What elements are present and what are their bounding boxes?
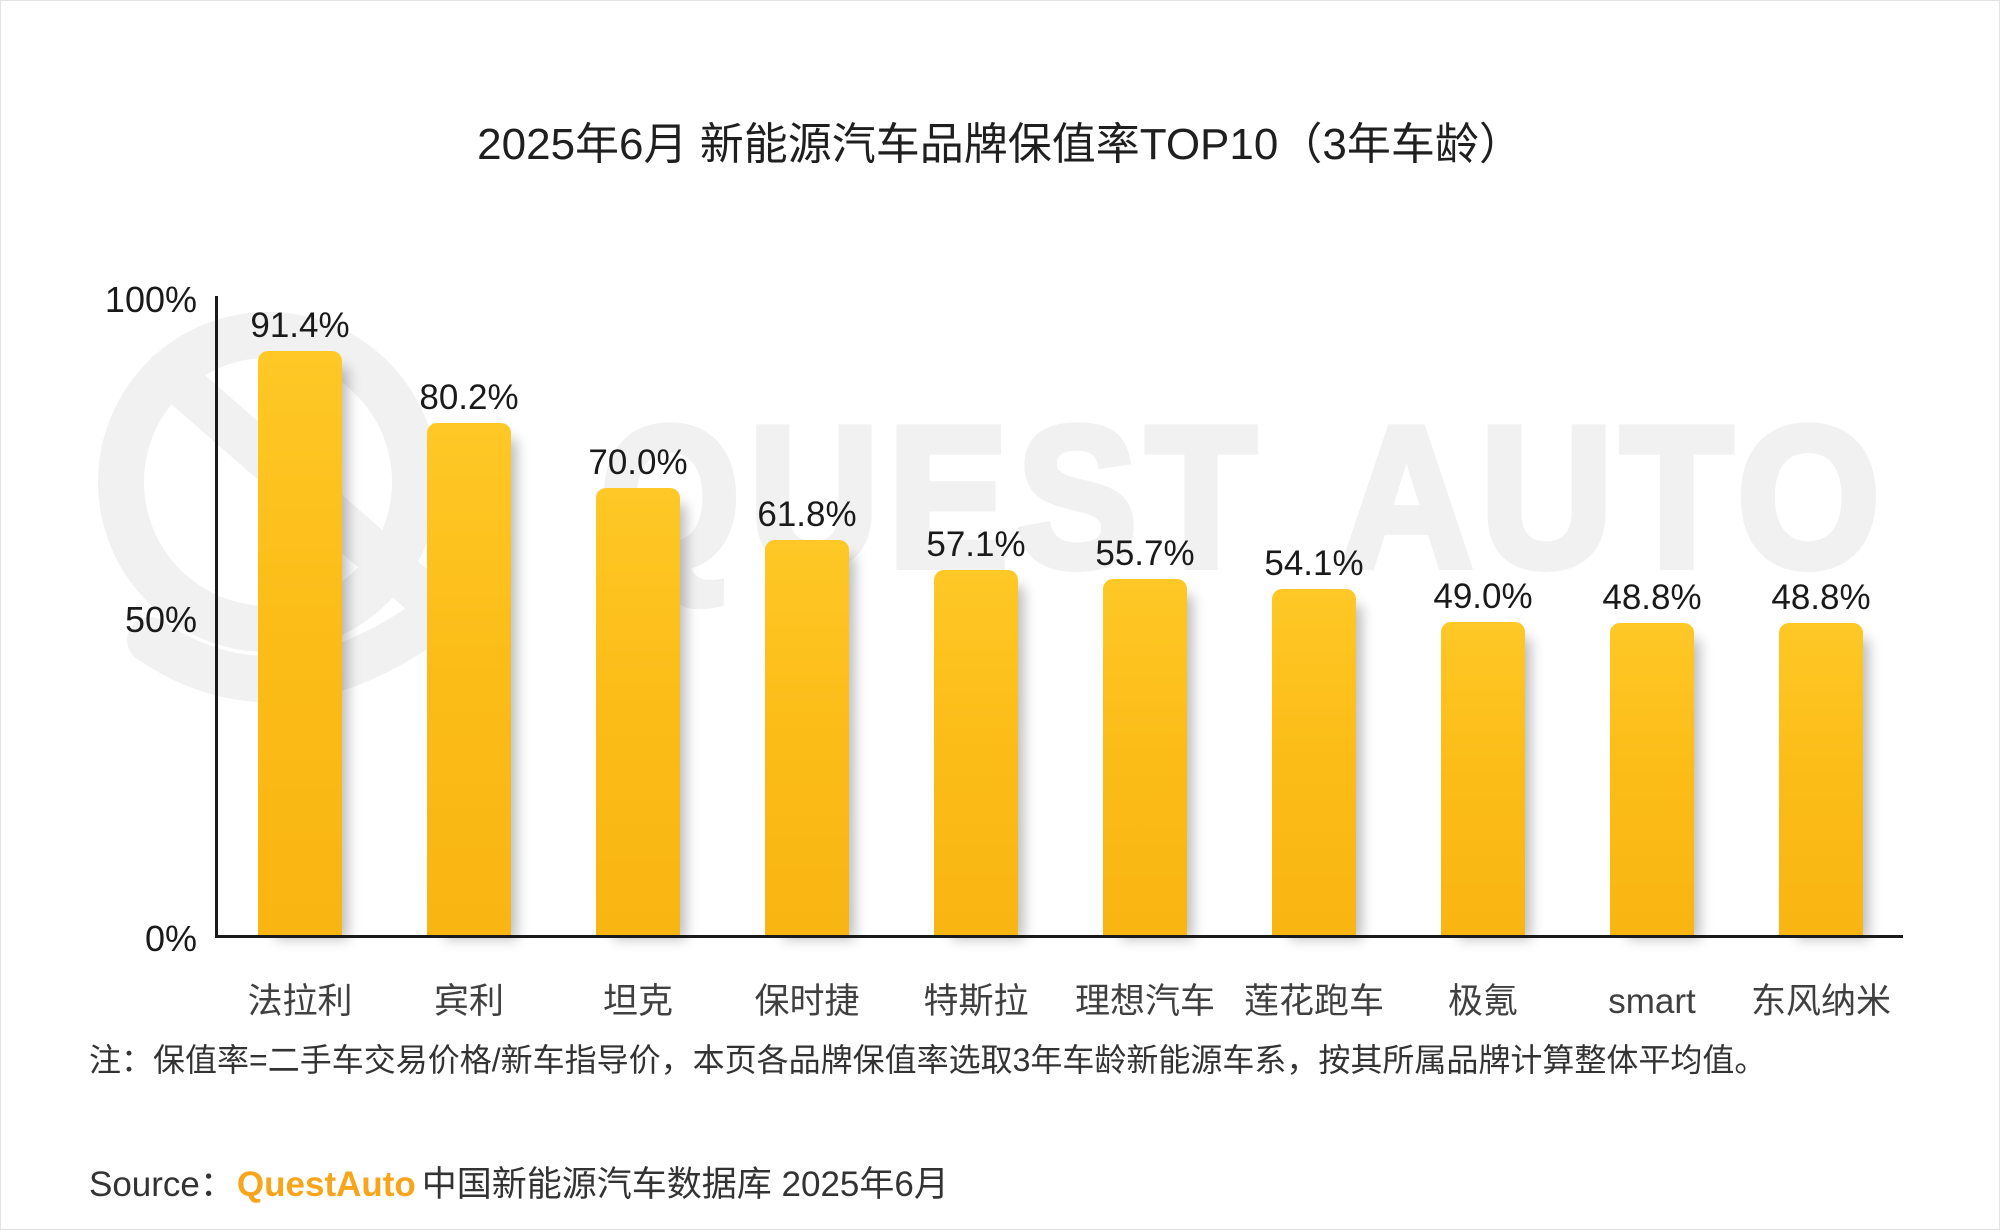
source-label: Source： xyxy=(89,1165,235,1204)
value-label-4: 57.1% xyxy=(926,525,1026,564)
watermark-word-quest: QUEST xyxy=(596,386,1266,609)
chart-title: 2025年6月 新能源汽车品牌保值率TOP10（3年车龄） xyxy=(477,120,1523,169)
x-axis-line xyxy=(215,935,1903,938)
category-label-0: 法拉利 xyxy=(247,982,353,1021)
category-label-3: 保时捷 xyxy=(754,982,860,1021)
category-label-9: 东风纳米 xyxy=(1750,982,1891,1021)
bar-8 xyxy=(1610,623,1694,935)
category-label-6: 莲花跑车 xyxy=(1243,982,1384,1021)
value-label-5: 55.7% xyxy=(1095,534,1195,573)
bar-9 xyxy=(1779,623,1863,935)
bar-4 xyxy=(934,570,1018,935)
category-label-1: 宾利 xyxy=(433,982,504,1021)
category-label-8: smart xyxy=(1608,982,1696,1021)
value-label-0: 91.4% xyxy=(250,306,350,345)
category-label-7: 极氪 xyxy=(1447,982,1518,1021)
value-label-1: 80.2% xyxy=(419,378,519,417)
value-label-8: 48.8% xyxy=(1602,578,1702,617)
bar-1 xyxy=(427,423,511,935)
bar-2 xyxy=(596,488,680,935)
source-brand: QuestAuto xyxy=(236,1165,416,1204)
y-tick-100%: 100% xyxy=(104,279,197,320)
bar-3 xyxy=(765,540,849,935)
value-label-6: 54.1% xyxy=(1264,544,1364,583)
value-label-7: 49.0% xyxy=(1433,577,1533,616)
bar-0 xyxy=(258,351,342,935)
value-label-9: 48.8% xyxy=(1771,578,1871,617)
category-label-4: 特斯拉 xyxy=(923,982,1029,1021)
bar-6 xyxy=(1272,589,1356,935)
watermark-word-auto: AUTO xyxy=(1336,386,1888,609)
y-tick-0%: 0% xyxy=(144,918,197,959)
category-label-5: 理想汽车 xyxy=(1074,982,1215,1021)
y-axis-line xyxy=(215,296,218,938)
source-text: 中国新能源汽车数据库 2025年6月 xyxy=(421,1165,949,1204)
value-label-3: 61.8% xyxy=(757,495,857,534)
source-line: Source：QuestAuto 中国新能源汽车数据库 2025年6月 xyxy=(89,1156,949,1207)
value-label-2: 70.0% xyxy=(588,443,688,482)
bar-5 xyxy=(1103,579,1187,935)
category-label-2: 坦克 xyxy=(602,982,673,1021)
footnote: 注：保值率=二手车交易价格/新车指导价，本页各品牌保值率选取3年车龄新能源车系，… xyxy=(89,1042,1767,1078)
bar-7 xyxy=(1441,622,1525,935)
y-tick-50%: 50% xyxy=(124,598,197,640)
